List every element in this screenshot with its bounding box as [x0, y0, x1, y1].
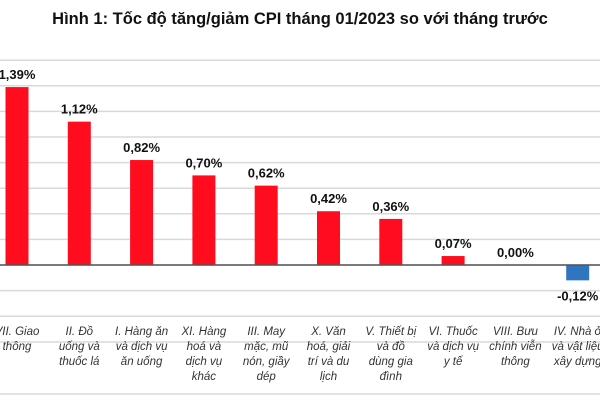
category-label-line: lịch [320, 371, 337, 383]
data-label: 0,36% [372, 199, 409, 214]
data-label: 0,07% [435, 236, 472, 251]
category-label: III. May mặc, mũ nón, giầy dép [243, 326, 291, 383]
category-label-line: xây dựng [553, 356, 600, 368]
category-label-line: thông [501, 356, 530, 368]
category-label-line: VI. Thuốc [428, 326, 477, 338]
category-label-line: X. Văn [310, 326, 346, 338]
bar [130, 160, 154, 265]
category-label-line: thông [3, 341, 32, 353]
bar [317, 211, 340, 265]
category-label-line: I. Hàng ăn [115, 326, 168, 338]
category-label-line: y tế [443, 356, 464, 368]
bar [254, 185, 278, 265]
bar [5, 87, 29, 265]
chart-title: Hình 1: Tốc độ tăng/giảm CPI tháng 01/20… [52, 10, 548, 28]
category-label-line: XI. Hàng [181, 326, 227, 338]
category-label-line: và dịch vụ [116, 341, 168, 353]
category-label-line: dép [257, 371, 277, 383]
category-label: IV. Nhà ở và vật liệu xây dựng [552, 326, 600, 368]
data-label: 0,42% [310, 191, 347, 206]
category-label-line: hoá và [187, 341, 222, 353]
category-label: X. Văn hoá, giải trí và du lịch [307, 326, 351, 383]
category-label-line: hoá, giải [307, 341, 351, 353]
category-label-line: và vật liệu [552, 341, 600, 353]
category-label: I. Hàng ăn và dịch vụ ăn uống [115, 326, 168, 368]
bar [379, 218, 403, 265]
bar [566, 265, 590, 281]
data-label: 0,00% [497, 245, 534, 260]
bar [441, 256, 465, 265]
bar [67, 121, 91, 265]
category-label-line: và dịch vụ [427, 341, 479, 353]
category-label-line: mặc, mũ [244, 341, 289, 353]
category-label-line: chính viễn [489, 340, 541, 353]
category-label: VII. Giao thông [0, 326, 40, 353]
category-label: V. Thiết bị và đồ dùng gia đình [365, 326, 416, 383]
category-label: XI. Hàng hoá và dịch vụ khác [181, 326, 227, 383]
category-label: VI. Thuốc và dịch vụ y tế [427, 326, 479, 368]
category-label: II. Đồ uống và thuốc lá [59, 326, 101, 368]
category-label-line: khác [192, 371, 217, 383]
category-label-line: VII. Giao [0, 326, 40, 338]
data-label: 1,39% [0, 67, 36, 82]
category-label-line: đình [380, 371, 402, 383]
category-label-line: IV. Nhà ở [554, 326, 600, 338]
category-label-line: nón, giầy [243, 356, 291, 368]
category-label-line: II. Đồ [66, 326, 94, 338]
category-label-line: trí và du [308, 356, 350, 368]
category-label-line: V. Thiết bị [365, 326, 416, 338]
category-label-line: thuốc lá [59, 356, 100, 368]
category-label-line: dùng gia [369, 356, 413, 368]
data-label: 1,12% [61, 102, 98, 117]
category-label-line: ăn uống [121, 356, 163, 368]
data-label: 0,70% [185, 155, 222, 170]
category-label-line: uống và [59, 341, 101, 353]
category-label-line: VIII. Bưu [493, 326, 539, 338]
category-label-line: dịch vụ [186, 356, 223, 368]
data-label: 0,62% [248, 166, 285, 181]
bar [192, 175, 216, 265]
category-label-line: III. May [247, 326, 286, 338]
data-label: -0,12% [557, 288, 599, 303]
category-label: VIII. Bưu chính viễn thông [489, 326, 541, 368]
category-label-line: và đồ [377, 341, 406, 353]
data-label: 0,82% [123, 140, 160, 155]
